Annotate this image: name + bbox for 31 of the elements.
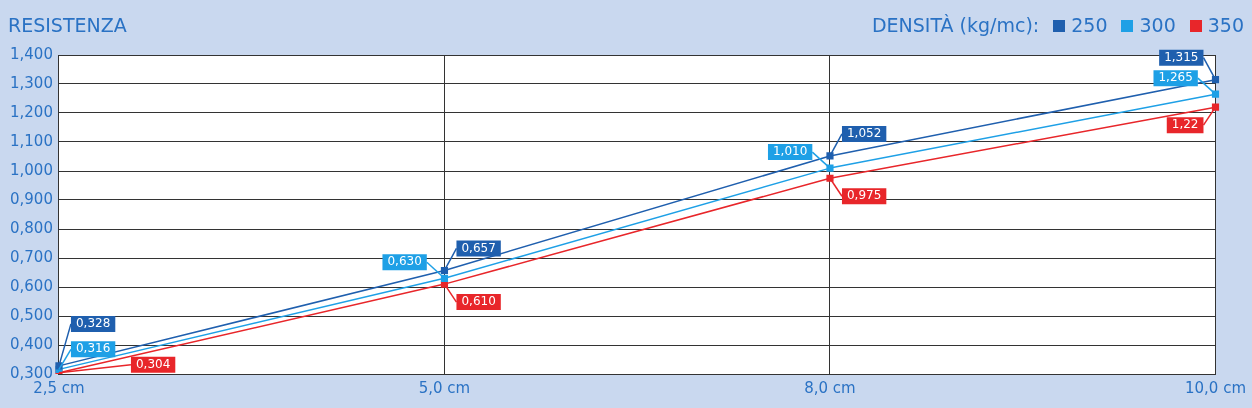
y-tick-label: 0,700 [9,247,53,266]
y-tick-label: 1,200 [9,102,53,121]
legend-title: DENSITÀ (kg/mc): [871,14,1040,36]
y-tick-label: 1,100 [9,131,53,150]
legend-label: 250 [1070,14,1108,36]
legend-label: 350 [1206,14,1244,36]
data-label: 1,22 [1171,117,1199,132]
data-label: 0,975 [846,188,882,203]
y-tick-label: 0,400 [9,334,53,353]
y-tick-label: 1,400 [9,44,53,63]
data-label: 0,630 [387,254,422,269]
y-tick-label: 1,000 [9,160,53,179]
data-label: 1,010 [772,144,808,159]
y-tick-label: 0,500 [9,305,53,324]
data-label: 0,610 [461,294,496,309]
x-tick-label: 8,0 cm [804,378,856,397]
y-tick-label: 0,900 [9,189,53,208]
chart-title: RESISTENZA [8,14,127,36]
y-tick-label: 1,300 [9,73,53,92]
data-label: 0,657 [461,240,496,255]
data-label: 0,304 [135,356,171,371]
y-tick-label: 0,800 [9,218,53,237]
data-label: 1,315 [1164,49,1199,64]
y-tick-label: 0,600 [9,276,53,295]
data-label: 1,052 [846,126,882,141]
data-label: 0,316 [75,341,111,356]
legend-label: 300 [1138,14,1176,36]
data-label: 1,265 [1158,70,1193,85]
data-label: 0,328 [75,316,111,331]
x-tick-label: 10,0 cm [1184,378,1246,397]
x-tick-label: 5,0 cm [418,378,471,397]
